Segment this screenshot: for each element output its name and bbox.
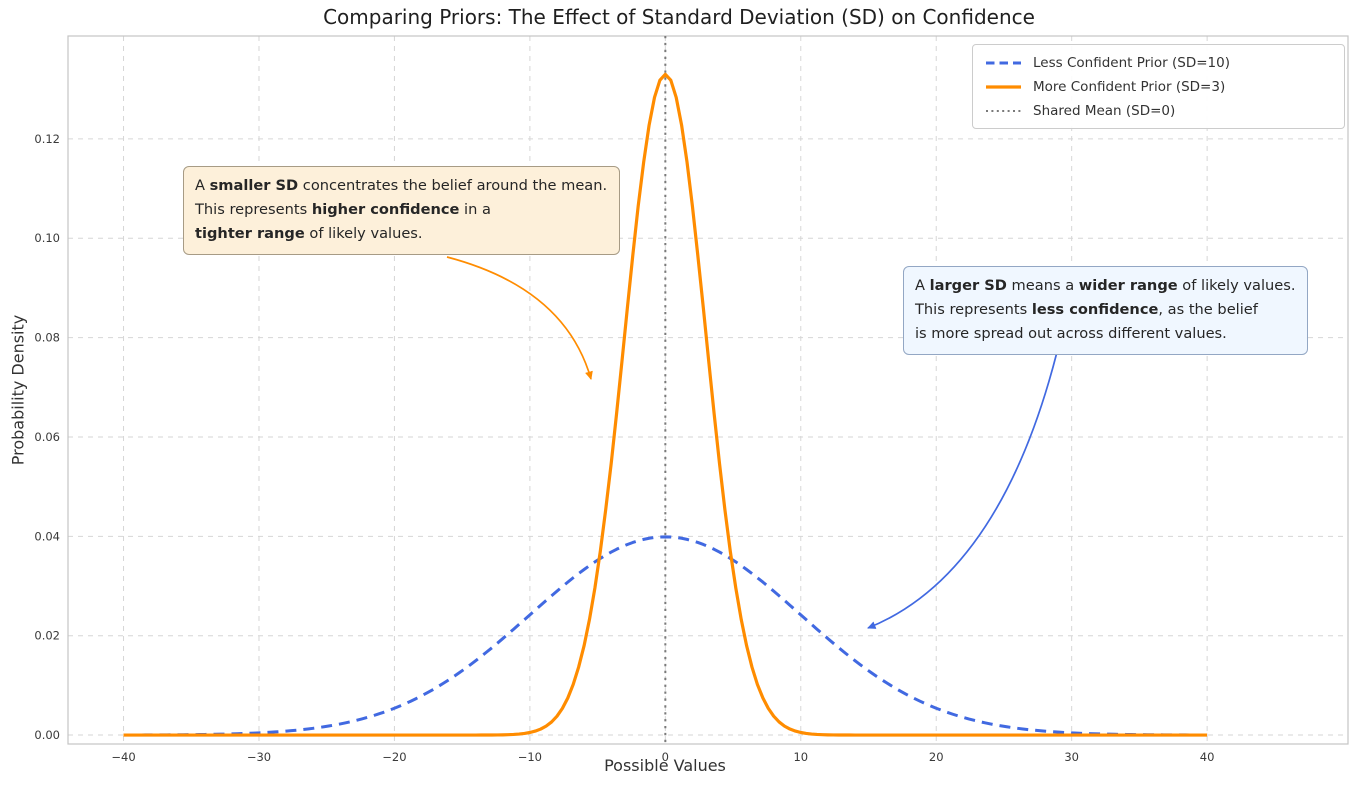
note-text-bold: wider range xyxy=(1078,277,1178,294)
x-tick-label: 30 xyxy=(1064,750,1079,764)
legend-line-sample-icon xyxy=(986,109,1021,112)
legend-item: Shared Mean (SD=0) xyxy=(985,102,1332,119)
note-text: means a xyxy=(1006,277,1079,294)
legend-label: Less Confident Prior (SD=10) xyxy=(1033,54,1231,71)
note-text-bold: larger SD xyxy=(929,277,1007,294)
note-text: of likely values. xyxy=(1177,277,1296,294)
curve-more-confident-prior-sd3 xyxy=(123,72,1208,737)
note-text: concentrates the belief around the mean. xyxy=(298,177,608,194)
x-tick-label: 0 xyxy=(662,750,669,764)
note-line: This represents less confidence, as the … xyxy=(915,298,1295,322)
note-text: This represents xyxy=(195,200,312,218)
x-tick-label: −20 xyxy=(382,750,406,764)
note-line: A larger SD means a wider range of likel… xyxy=(915,274,1295,298)
note-text: A xyxy=(915,277,930,294)
y-tick-label: 0.02 xyxy=(34,629,60,643)
note-text: in a xyxy=(459,200,491,218)
annotation-arrow xyxy=(446,256,593,380)
legend-line-sample-icon xyxy=(986,84,1021,89)
note-text-bold: tighter range xyxy=(195,224,305,242)
annotation-arrow xyxy=(867,351,1058,629)
x-tick-label: −10 xyxy=(518,750,542,764)
x-tick-label: −30 xyxy=(247,750,271,764)
note-line: A smaller SD concentrates the belief aro… xyxy=(195,174,607,198)
note-line: This represents higher confidence in a xyxy=(195,198,607,222)
y-tick-label: 0.08 xyxy=(34,331,60,345)
note-text: is more spread out across different valu… xyxy=(915,324,1227,342)
note-text-bold: higher confidence xyxy=(311,200,460,218)
y-tick-label: 0.06 xyxy=(34,430,60,444)
y-axis-label: Probability Density xyxy=(8,314,28,466)
x-tick-label: 40 xyxy=(1200,750,1215,764)
larger-sd-note: A larger SD means a wider range of likel… xyxy=(903,266,1309,356)
x-axis-label: Possible Values xyxy=(604,756,726,775)
note-line: tighter range of likely values. xyxy=(195,222,607,246)
legend-label: More Confident Prior (SD=3) xyxy=(1033,78,1226,95)
note-text: of likely values. xyxy=(304,224,423,242)
x-tick-label: 10 xyxy=(793,750,808,764)
note-text-bold: less confidence xyxy=(1031,300,1159,318)
note-text: A xyxy=(195,177,210,194)
legend-label: Shared Mean (SD=0) xyxy=(1033,102,1176,119)
y-tick-label: 0.04 xyxy=(34,529,60,543)
legend-line-sample-icon xyxy=(986,61,1021,64)
legend-item: Less Confident Prior (SD=10) xyxy=(985,54,1332,71)
y-tick-label: 0.12 xyxy=(34,132,60,146)
chart-title: Comparing Priors: The Effect of Standard… xyxy=(323,5,1035,29)
y-tick-label: 0.10 xyxy=(34,231,60,245)
note-text-bold: smaller SD xyxy=(209,177,299,194)
smaller-sd-note: A smaller SD concentrates the belief aro… xyxy=(183,166,621,256)
legend: Less Confident Prior (SD=10) More Confide… xyxy=(972,44,1345,129)
note-text: This represents xyxy=(915,300,1032,318)
note-text: , as the belief xyxy=(1158,300,1258,318)
note-line: is more spread out across different valu… xyxy=(915,322,1295,346)
x-tick-label: 20 xyxy=(929,750,944,764)
y-tick-label: 0.00 xyxy=(34,728,60,742)
curve-less-confident-prior-sd10 xyxy=(123,535,1208,737)
x-tick-label: −40 xyxy=(111,750,135,764)
axes-frame xyxy=(67,35,1349,745)
legend-item: More Confident Prior (SD=3) xyxy=(985,78,1332,95)
